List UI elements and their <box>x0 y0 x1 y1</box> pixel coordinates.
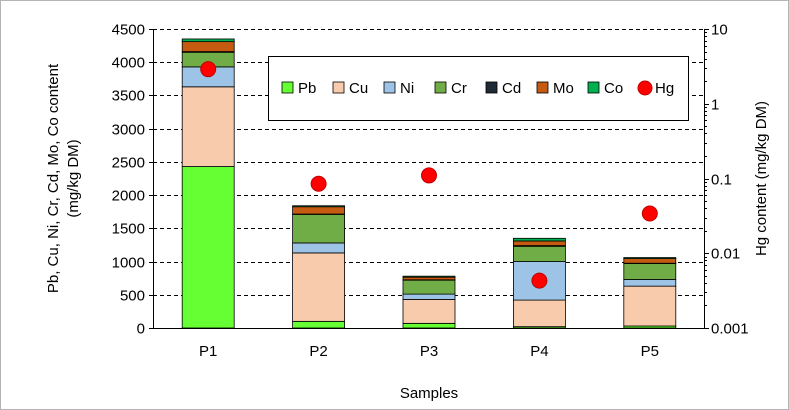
bar-segment-mo-p2 <box>292 206 346 215</box>
bar-segment-cr-p3 <box>402 279 456 295</box>
legend-box <box>268 56 689 121</box>
axis-titles: Pb, Cu, Ni, Cr, Cd, Mo, Co content (mg/kg… <box>45 63 770 402</box>
bar-segment-ni-p3 <box>402 293 456 300</box>
bar-segment-cr-p4 <box>513 245 566 262</box>
legend-label-cd: Cd <box>502 80 521 97</box>
x-axis-title: Samples <box>400 385 458 402</box>
y-tick-label: 3000 <box>112 122 145 139</box>
bar-segment-co-p4 <box>513 237 566 242</box>
bar-segment-co-p5 <box>623 257 677 259</box>
bar-segment-cr-p5 <box>623 263 677 280</box>
legend-label-cr: Cr <box>451 80 467 97</box>
y2-tick-label: 0.001 <box>711 321 749 338</box>
legend: Pb Cu Ni Cr Cd Mo Co Hg <box>268 56 689 121</box>
y-tick-label: 0 <box>137 321 145 338</box>
bar-segment-ni-p2 <box>292 242 346 254</box>
bar-segment-pb-p1 <box>181 166 235 329</box>
y-tick-label: 4500 <box>112 22 145 39</box>
y2-tick-label: 1 <box>711 97 719 114</box>
bar-segment-cu-p5 <box>623 285 677 327</box>
bar-segment-mo-p1 <box>181 41 235 52</box>
bar-segment-co-p1 <box>181 38 235 43</box>
legend-marker-hg <box>637 80 653 96</box>
legend-swatch-cr <box>434 81 447 94</box>
y-tick-label: 500 <box>120 288 145 305</box>
hg-point-p1 <box>200 61 217 78</box>
hg-point-p5 <box>641 205 658 222</box>
hg-markers <box>200 61 658 289</box>
y-axis-title-line-2: (mg/kg DM) <box>65 139 82 217</box>
y2-tick-label: 0.01 <box>711 246 740 263</box>
x-tick-label: P4 <box>530 343 548 360</box>
legend-label-mo: Mo <box>553 80 574 97</box>
bars <box>181 38 677 329</box>
legend-swatch-cd <box>485 81 498 94</box>
bar-segment-co-p3 <box>402 275 456 278</box>
hg-point-p3 <box>421 167 437 184</box>
legend-swatch-ni <box>383 81 396 94</box>
legend-swatch-cu <box>332 81 345 94</box>
legend-label-ni: Ni <box>400 80 414 97</box>
bar-segment-cu-p3 <box>402 299 456 324</box>
y-tick-label: 2500 <box>112 155 145 172</box>
hg-point-p4 <box>531 272 548 289</box>
x-tick-label: P3 <box>420 343 438 360</box>
legend-swatch-pb <box>281 81 294 94</box>
bar-segment-pb-p2 <box>292 320 346 329</box>
bar-segment-cu-p2 <box>292 252 346 322</box>
y-tick-label: 3500 <box>112 88 145 105</box>
y-tick-label: 1500 <box>112 221 145 238</box>
y2-axis-title: Hg content (mg/kg DM) <box>753 101 770 256</box>
legend-label-hg: Hg <box>655 80 674 97</box>
bar-segment-ni-p5 <box>623 279 677 287</box>
legend-label-co: Co <box>604 80 623 97</box>
bar-segment-cu-p1 <box>181 86 235 167</box>
bar-segment-mo-p4 <box>513 240 566 247</box>
x-tick-label: P5 <box>641 343 659 360</box>
bar-segment-co-p2 <box>292 205 346 208</box>
y-tick-label: 4000 <box>112 55 145 72</box>
y-tick-label: 2000 <box>112 188 145 205</box>
x-tick-label: P2 <box>309 343 327 360</box>
hg-point-p2 <box>310 175 327 192</box>
y-tick-label: 1000 <box>112 255 145 272</box>
axes: 0 500 1000 1500 2000 2500 3000 3500 4000 4500 0.00… <box>112 22 749 361</box>
legend-label-cu: Cu <box>349 80 368 97</box>
y2-tick-label: 0.1 <box>711 172 732 189</box>
bar-segment-pb-p3 <box>402 322 456 329</box>
bar-segment-cr-p2 <box>292 213 346 244</box>
legend-swatch-co <box>587 81 600 94</box>
legend-swatch-mo <box>536 81 549 94</box>
y2-tick-label: 10 <box>711 22 728 39</box>
legend-label-pb: Pb <box>298 80 316 97</box>
bar-segment-cu-p4 <box>513 299 566 328</box>
x-tick-label: P1 <box>199 343 217 360</box>
bar-segment-mo-p5 <box>623 258 677 264</box>
y-axis-title-line-1: Pb, Cu, Ni, Cr, Cd, Mo, Co content <box>45 63 62 293</box>
